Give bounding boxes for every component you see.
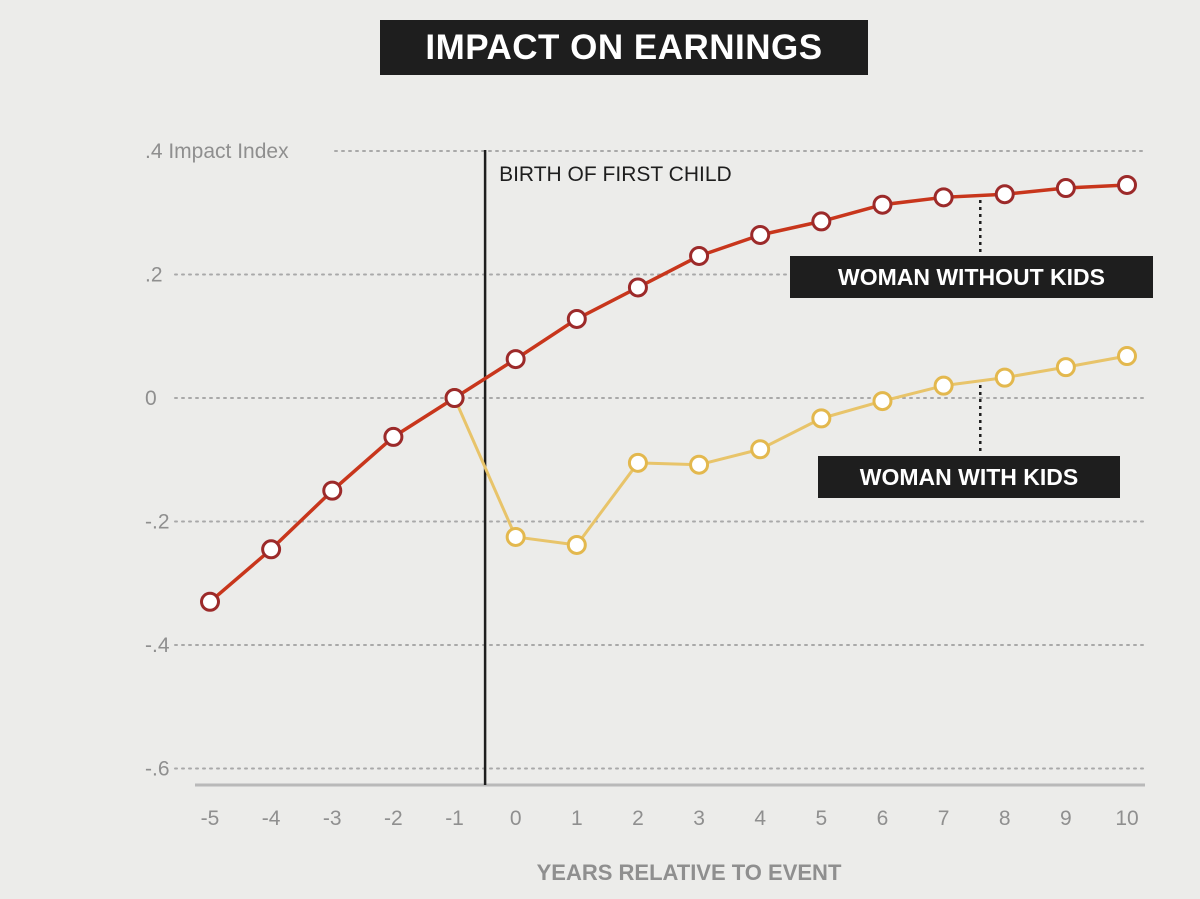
x-tick-label: 6 — [877, 807, 889, 830]
x-tick-label: -5 — [201, 807, 220, 830]
series-label: WOMAN WITHOUT KIDS — [838, 264, 1105, 290]
y-tick-label: .2 — [145, 264, 163, 287]
data-point — [444, 388, 465, 408]
data-point — [200, 591, 220, 612]
x-tick-label: 7 — [938, 807, 950, 830]
data-point — [383, 426, 404, 447]
data-point — [1055, 178, 1076, 199]
x-tick-label: 1 — [571, 807, 583, 830]
x-tick-label: -1 — [445, 807, 464, 830]
data-point — [872, 391, 893, 412]
data-point — [811, 408, 832, 429]
y-tick-label: -.6 — [145, 758, 170, 781]
x-tick-label: -2 — [384, 807, 403, 830]
x-tick-label: 5 — [815, 807, 827, 830]
data-point — [505, 349, 526, 370]
data-point — [933, 187, 954, 208]
x-axis-title: YEARS RELATIVE TO EVENT — [537, 860, 842, 885]
data-point — [627, 277, 648, 298]
x-tick-label: -4 — [262, 807, 281, 830]
data-point — [933, 375, 954, 396]
data-point — [750, 439, 771, 460]
data-point — [627, 452, 648, 473]
data-point — [566, 534, 587, 555]
x-tick-label: 2 — [632, 807, 644, 830]
data-point — [689, 245, 710, 266]
series-label-box — [790, 256, 1153, 298]
series-line — [208, 183, 1128, 604]
data-point — [322, 480, 343, 501]
x-tick-label: 0 — [510, 807, 522, 830]
x-tick-label: 4 — [754, 807, 766, 830]
data-point — [1117, 346, 1137, 367]
x-tick-label: 9 — [1060, 807, 1072, 830]
data-point — [1117, 174, 1137, 195]
series-label-box — [818, 456, 1120, 498]
data-point — [994, 184, 1015, 205]
x-tick-label: -3 — [323, 807, 342, 830]
event-label: BIRTH OF FIRST CHILD — [499, 163, 732, 186]
y-tick-label: 0 — [145, 387, 157, 410]
data-point — [566, 308, 587, 329]
data-point — [1055, 357, 1076, 378]
series-label: WOMAN WITH KIDS — [860, 464, 1078, 490]
data-point — [689, 454, 710, 475]
y-tick-label: -.2 — [145, 511, 170, 534]
x-tick-label: 8 — [999, 807, 1011, 830]
x-tick-label: 10 — [1115, 807, 1138, 830]
y-tick-label: .4 Impact Index — [145, 140, 289, 163]
data-point — [872, 194, 893, 215]
data-point — [811, 211, 832, 232]
data-point — [261, 539, 282, 560]
y-tick-label: -.4 — [145, 634, 170, 657]
data-point — [750, 224, 771, 245]
data-point — [505, 526, 526, 547]
x-tick-label: 3 — [693, 807, 705, 830]
data-point — [994, 367, 1015, 388]
chart-title: IMPACT ON EARNINGS — [380, 20, 868, 75]
series-line — [453, 354, 1128, 547]
